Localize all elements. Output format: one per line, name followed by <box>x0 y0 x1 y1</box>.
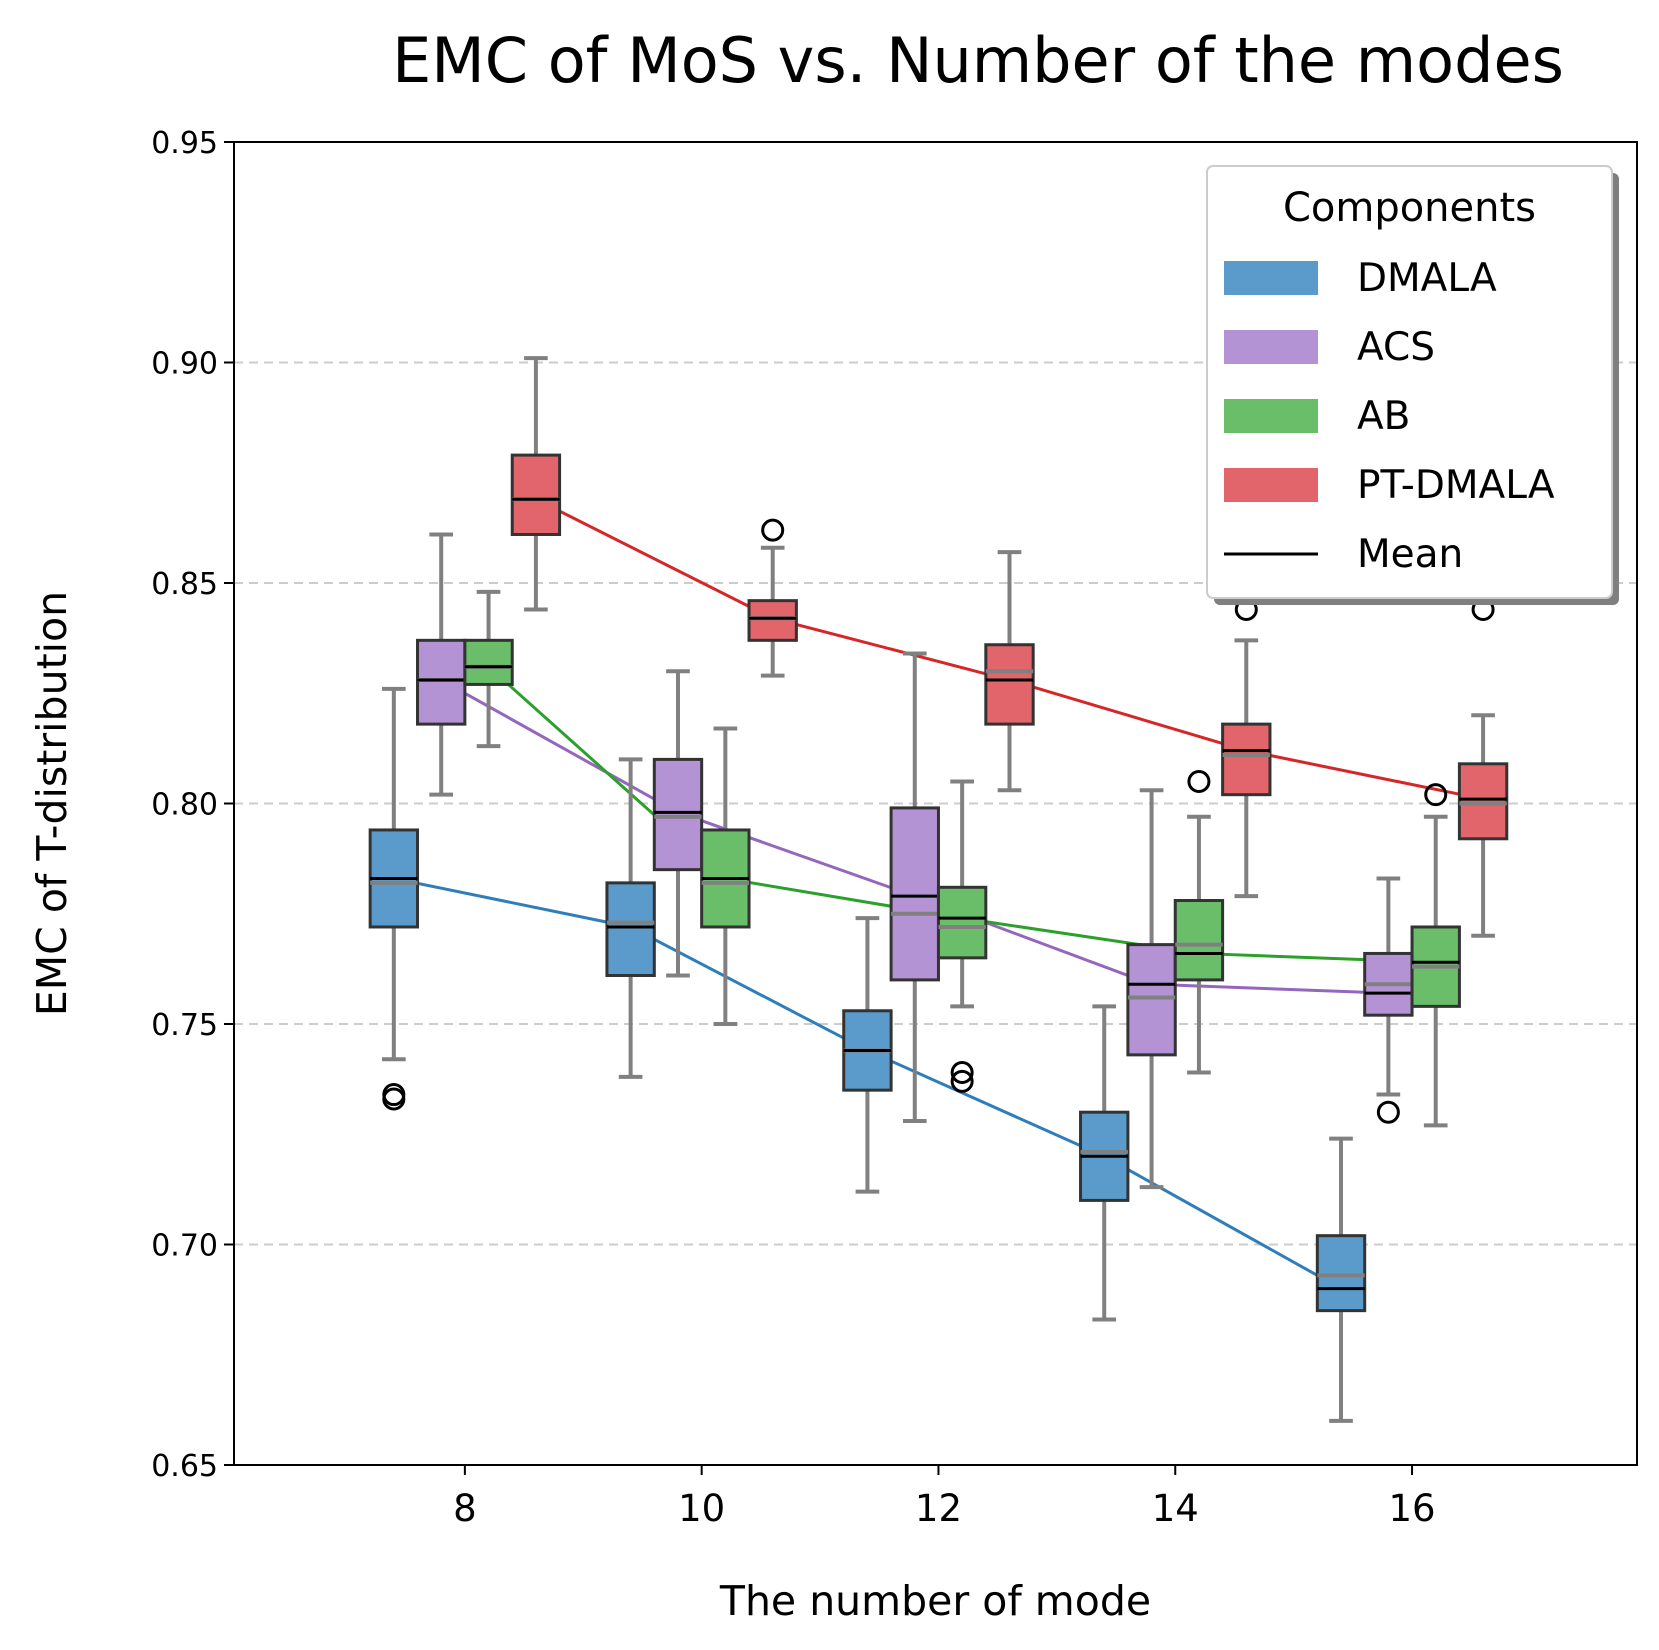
box-ab-14 <box>1173 769 1225 1075</box>
box-dmala-10 <box>605 757 656 1079</box>
box-body <box>510 453 562 536</box>
y-axis-label: EMC of T-distribution <box>28 591 76 1016</box>
box-body <box>936 885 988 960</box>
series-ab <box>463 589 1461 1128</box>
x-tick-label: 10 <box>678 1487 725 1530</box>
x-tick-label: 14 <box>1152 1487 1199 1530</box>
box-acs-8 <box>416 532 467 797</box>
outlier-point <box>950 1069 974 1093</box>
series-dmala <box>368 686 1367 1423</box>
box-pt-dmala-8 <box>510 356 562 612</box>
box-dmala-16 <box>1315 1136 1367 1423</box>
x-tick-label: 12 <box>915 1487 962 1530</box>
box-ab-8 <box>463 589 514 749</box>
outlier-point <box>950 1061 974 1085</box>
box-acs-16 <box>1363 876 1414 1124</box>
legend-label-mean: Mean <box>1357 532 1463 577</box>
y-axis-ticks: 0.65 0.70 0.75 0.80 0.85 0.90 0.95 <box>151 126 234 1484</box>
box-ab-12 <box>936 779 988 1093</box>
box-acs-10 <box>652 669 704 978</box>
legend-label-acs: ACS <box>1357 325 1435 370</box>
legend-swatch-acs <box>1224 330 1318 364</box>
x-tick-label: 8 <box>453 1487 477 1530</box>
box-body <box>1315 1234 1367 1313</box>
legend-label-dmala: DMALA <box>1357 256 1497 301</box>
outlier-point <box>382 1083 406 1107</box>
box-dmala-14 <box>1079 1004 1130 1322</box>
box-pt-dmala-16 <box>1457 597 1509 938</box>
box-body <box>889 806 940 982</box>
chart-title: EMC of MoS vs. Number of the modes <box>392 24 1564 97</box>
box-body <box>1221 722 1272 797</box>
legend-label-pt-dmala: PT-DMALA <box>1357 463 1555 508</box>
legend-label-ab: AB <box>1357 394 1410 439</box>
box-body <box>1173 899 1225 982</box>
legend-swatch-ab <box>1224 399 1318 433</box>
box-body <box>463 638 514 686</box>
box-ab-10 <box>700 726 751 1026</box>
outlier-point <box>761 518 785 542</box>
y-tick-label: 0.90 <box>151 347 218 382</box>
box-body <box>747 599 798 642</box>
x-tick-label: 16 <box>1388 1487 1435 1530</box>
legend-swatch-dmala <box>1224 261 1318 295</box>
box-body <box>416 638 467 726</box>
box-pt-dmala-10 <box>747 518 798 678</box>
outlier-point <box>1424 783 1448 807</box>
legend-swatch-pt-dmala <box>1224 468 1318 502</box>
series-pt-dmala <box>510 356 1509 938</box>
box-dmala-12 <box>842 916 893 1194</box>
box-dmala-8 <box>368 686 420 1111</box>
box-body <box>1126 943 1177 1057</box>
box-body <box>1457 762 1509 841</box>
box-body <box>652 757 704 872</box>
y-tick-label: 0.75 <box>151 1008 218 1043</box>
box-groups <box>368 356 1509 1423</box>
y-tick-label: 0.80 <box>151 788 218 823</box>
box-acs-12 <box>889 651 940 1124</box>
box-acs-14 <box>1126 788 1177 1190</box>
x-axis-label: The number of mode <box>719 1577 1151 1625</box>
x-axis-ticks: 8 10 12 14 16 <box>453 1465 1436 1530</box>
y-tick-label: 0.85 <box>151 567 218 602</box>
series-acs <box>416 532 1414 1190</box>
y-tick-label: 0.70 <box>151 1229 218 1264</box>
box-pt-dmala-14 <box>1221 597 1272 899</box>
outlier-point <box>1187 769 1211 793</box>
y-tick-label: 0.65 <box>151 1449 218 1484</box>
box-body <box>605 881 656 977</box>
legend-title: Components <box>1283 185 1536 231</box>
box-body <box>984 643 1035 726</box>
gridlines <box>234 361 1637 1246</box>
box-ab-16 <box>1410 783 1461 1128</box>
outlier-point <box>1376 1100 1400 1124</box>
y-tick-label: 0.95 <box>151 126 218 161</box>
box-pt-dmala-12 <box>984 550 1035 793</box>
legend: Components DMALA ACS AB PT-DMALA Mean <box>1206 165 1619 605</box>
